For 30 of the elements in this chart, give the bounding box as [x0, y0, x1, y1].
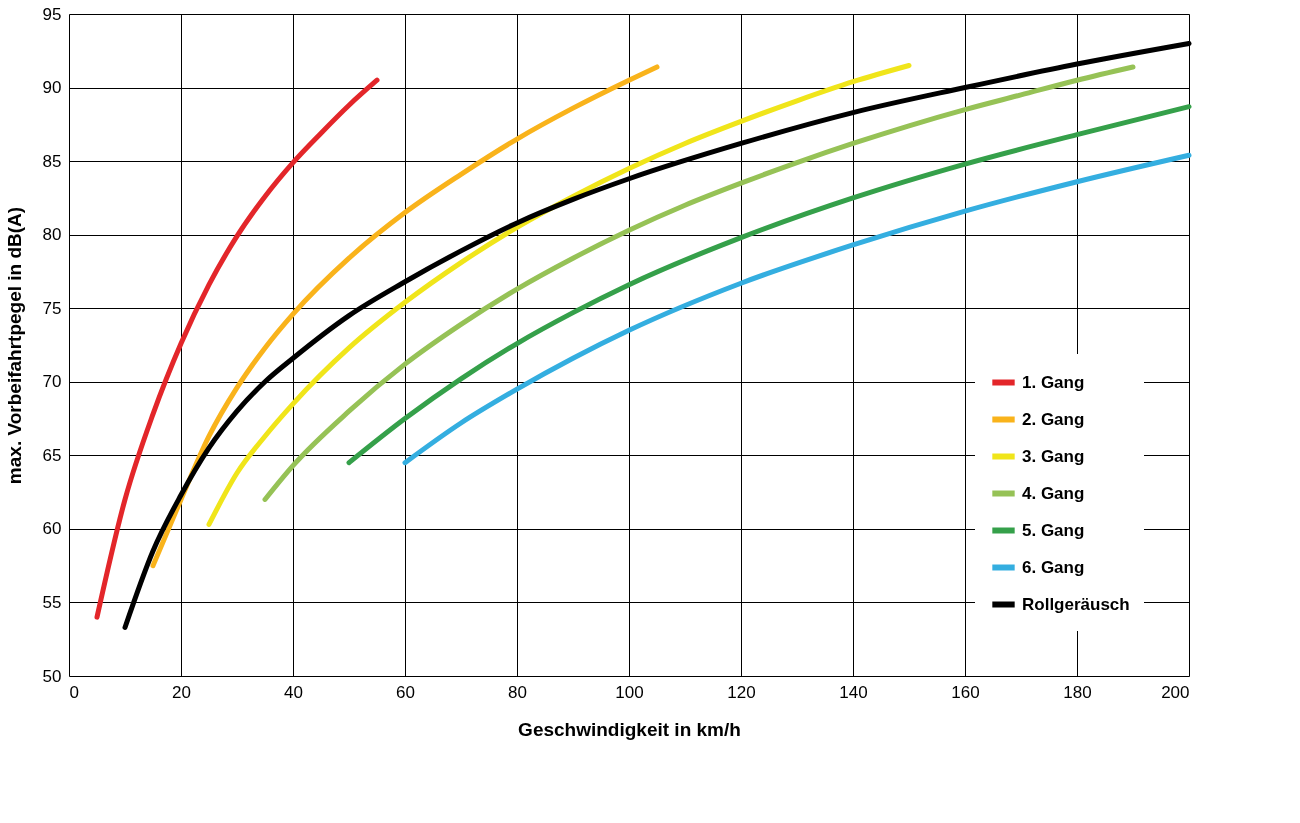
legend-label: 1. Gang	[1022, 372, 1085, 392]
y-axis-title: max. Vorbeifahrtpegel in dB(A)	[3, 206, 25, 485]
x-tick-label: 120	[727, 682, 756, 702]
y-tick-label: 50	[42, 666, 62, 686]
legend-label: 4. Gang	[1022, 483, 1085, 503]
x-tick-label: 60	[396, 682, 415, 702]
legend-label: 6. Gang	[1022, 557, 1085, 577]
legend-label: 3. Gang	[1022, 446, 1085, 466]
x-tick-label: 40	[284, 682, 303, 702]
y-tick-label: 85	[42, 151, 62, 171]
y-tick-label: 90	[42, 78, 62, 98]
y-tick-label: 75	[42, 298, 62, 318]
x-axis-title: Geschwindigkeit in km/h	[518, 718, 741, 740]
legend-label: 2. Gang	[1022, 409, 1085, 429]
y-tick-label: 95	[42, 4, 62, 24]
x-tick-label: 140	[839, 682, 868, 702]
y-tick-label: 60	[42, 519, 62, 539]
legend-label: 5. Gang	[1022, 520, 1085, 540]
legend-label: Rollgeräusch	[1022, 594, 1130, 614]
y-tick-label: 70	[42, 372, 62, 392]
y-tick-label: 55	[42, 592, 62, 612]
x-tick-label: 20	[172, 682, 191, 702]
x-tick-label: 200	[1161, 682, 1190, 702]
x-tick-label: 0	[69, 682, 79, 702]
x-tick-label: 80	[508, 682, 527, 702]
y-tick-label: 80	[42, 225, 62, 245]
x-tick-label: 180	[1063, 682, 1092, 702]
x-tick-label: 100	[615, 682, 644, 702]
y-tick-label: 65	[42, 445, 62, 465]
x-tick-label: 160	[951, 682, 980, 702]
